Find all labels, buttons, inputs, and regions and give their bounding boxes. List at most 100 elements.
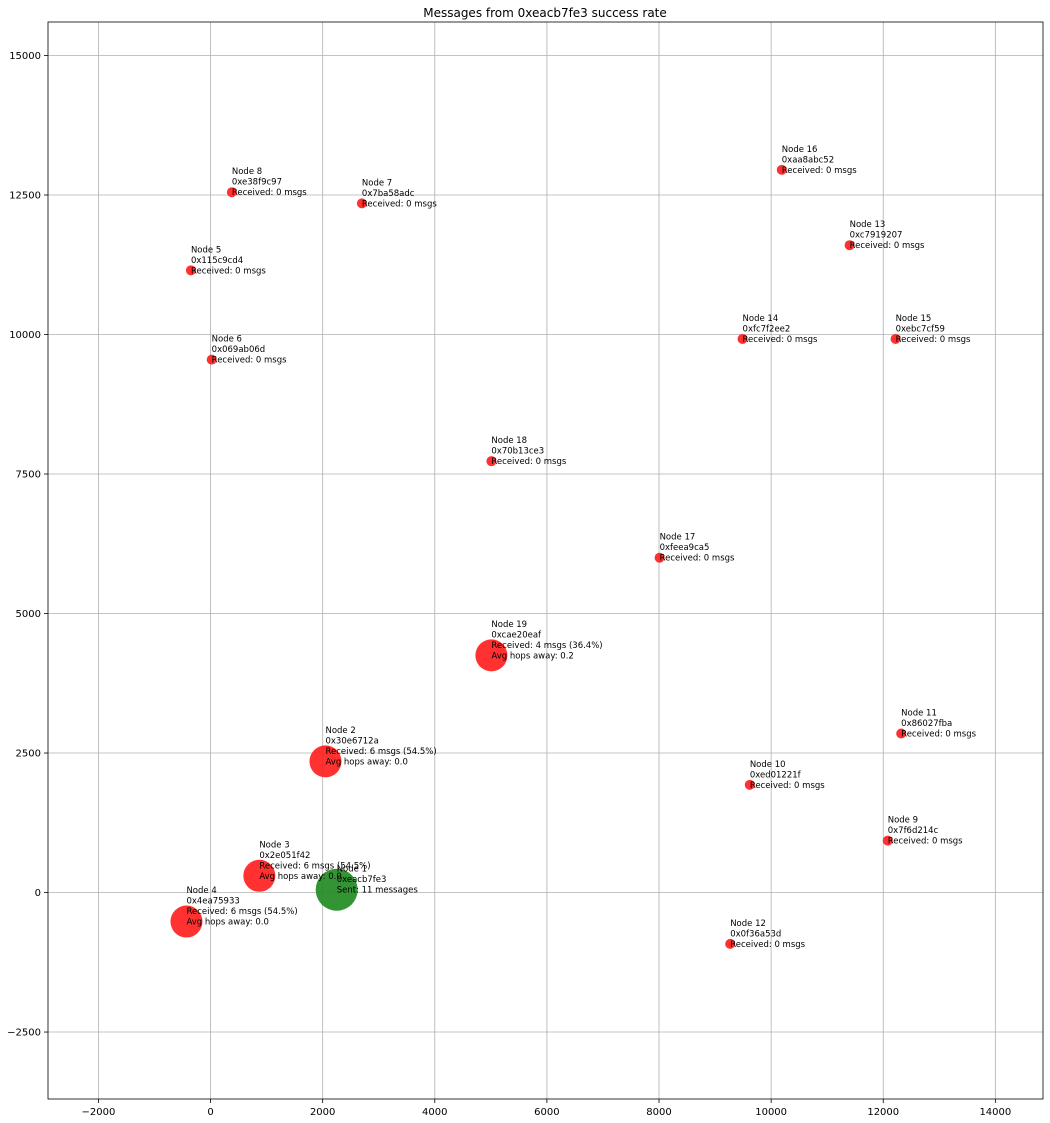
node-label-line: 0xfeea9ca5 [660, 543, 710, 553]
receiver-node-point [475, 639, 508, 672]
y-tick-label: 2500 [16, 749, 41, 760]
node-label-line: Node 13 [850, 220, 886, 230]
node-label-line: Node 14 [743, 314, 779, 324]
sender-node-point [315, 868, 358, 911]
node-label: Node 4 0x4ea75933 Received: 6 msgs (54.5%)… [186, 886, 297, 928]
node-label-line: Received: 0 msgs [743, 335, 818, 345]
node-label: Node 7 0x7ba58adc Received: 0 msgs [362, 178, 437, 209]
node-label-line: Node 17 [660, 533, 696, 543]
node-label-line: Node 8 [232, 167, 262, 177]
node-label-line: Received: 6 msgs (54.5%) [186, 907, 297, 917]
node-label-line: Received: 0 msgs [232, 188, 307, 198]
receiver-node-point [882, 835, 893, 846]
node-label-line: Received: 0 msgs [660, 554, 735, 564]
receiver-node-point [725, 938, 736, 949]
receiver-node-point [243, 859, 276, 892]
receiver-node-point [776, 164, 787, 175]
x-tick-label: −2000 [82, 1107, 116, 1118]
x-tick-label: 2000 [310, 1107, 335, 1118]
node-label-line: Node 7 [362, 178, 392, 188]
node-label: Node 18 0x70b13ce3 Received: 0 msgs [491, 436, 566, 467]
node-label-line: Node 18 [491, 436, 527, 446]
node-label-line: Received: 6 msgs (54.5%) [259, 861, 370, 871]
node-label-line: 0xfc7f2ee2 [743, 324, 791, 334]
node-label-line: 0x7ba58adc [362, 189, 415, 199]
receiver-node-point [896, 728, 907, 739]
node-label: Node 2 0x30e6712a Received: 6 msgs (54.5%)… [325, 726, 436, 768]
node-label: Node 19 0xcae20eaf Received: 4 msgs (36.4%… [491, 620, 602, 662]
node-label: Node 3 0x2e051f42 Received: 6 msgs (54.5%)… [259, 840, 370, 882]
receiver-node-point [185, 265, 196, 276]
node-label: Node 6 0x069ab06d Received: 0 msgs [212, 335, 287, 366]
node-label-line: 0x0f36a53d [730, 929, 781, 939]
node-label-line: Node 9 [888, 816, 918, 826]
node-label-line: Received: 0 msgs [888, 837, 963, 847]
node-label: Node 12 0x0f36a53d Received: 0 msgs [730, 919, 805, 950]
node-label-line: 0x70b13ce3 [491, 447, 544, 457]
receiver-node-point [206, 354, 217, 365]
node-label-line: Node 16 [782, 145, 818, 155]
node-label-line: Received: 0 msgs [850, 241, 925, 251]
chart-title: Messages from 0xeacb7fe3 success rate [423, 6, 667, 20]
node-label-line: Received: 0 msgs [362, 199, 437, 209]
y-tick-label: 10000 [9, 330, 41, 341]
node-label: Node 10 0xed01221f Received: 0 msgs [750, 760, 825, 791]
node-label-line: Node 4 [186, 886, 216, 896]
receiver-node-point [654, 552, 665, 563]
node-label: Node 8 0xe38f9c97 Received: 0 msgs [232, 167, 307, 198]
y-tick-label: 5000 [16, 609, 41, 620]
x-tick-label: 12000 [867, 1107, 899, 1118]
y-tick-label: 7500 [16, 470, 41, 481]
node-label-line: 0xed01221f [750, 770, 802, 780]
receiver-node-point [744, 779, 755, 790]
node-label-line: Node 5 [191, 245, 221, 255]
node-label-line: 0x7f6d214c [888, 826, 939, 836]
node-label-line: 0x069ab06d [212, 345, 265, 355]
node-label: Node 9 0x7f6d214c Received: 0 msgs [888, 816, 963, 847]
x-axis: −2000 0 2000 4000 6000 8000 10000 12000 14000 [82, 1099, 1011, 1118]
node-label-line: 0x4ea75933 [186, 897, 239, 907]
node-label-line: Received: 0 msgs [730, 940, 805, 950]
receiver-node-point [737, 333, 748, 344]
node-label-line: 0x30e6712a [325, 736, 378, 746]
x-tick-label: 4000 [422, 1107, 447, 1118]
node-label-line: Node 15 [896, 314, 932, 324]
node-label-line: Sent: 11 messages [337, 886, 419, 896]
node-label-line: Node 10 [750, 760, 786, 770]
node-label-line: Received: 0 msgs [750, 781, 825, 791]
node-label-line: Avg hops away: 0.0 [186, 918, 268, 928]
node-label: Node 15 0xebc7cf59 Received: 0 msgs [896, 314, 971, 345]
y-tick-label: −2500 [7, 1028, 41, 1039]
node-label-line: Node 12 [730, 919, 766, 929]
x-tick-label: 14000 [979, 1107, 1011, 1118]
node-label-line: 0xaa8abc52 [782, 155, 834, 165]
node-label: Node 14 0xfc7f2ee2 Received: 0 msgs [743, 314, 818, 345]
node-label-line: Received: 0 msgs [191, 266, 266, 276]
node-label-line: Avg hops away: 0.0 [325, 757, 407, 767]
node-label-line: Avg hops away: 0.0 [259, 872, 341, 882]
grid [48, 22, 1043, 1099]
node-label-line: Received: 0 msgs [782, 166, 857, 176]
node-label-line: Received: 0 msgs [212, 356, 287, 366]
node-label-line: 0xebc7cf59 [896, 324, 945, 334]
node-label-line: 0xcae20eaf [491, 630, 542, 640]
node-label: Node 13 0xc7919207 Received: 0 msgs [850, 220, 925, 251]
receiver-node-point [890, 333, 901, 344]
x-tick-label: 6000 [534, 1107, 559, 1118]
node-label-line: Received: 0 msgs [491, 457, 566, 467]
node-label-line: Node 11 [901, 708, 937, 718]
receiver-node-point [226, 187, 237, 198]
y-axis: −2500 0 2500 5000 7500 10000 12500 15000 [7, 51, 48, 1039]
node-label-line: Received: 4 msgs (36.4%) [491, 641, 602, 651]
node-label-line: 0x2e051f42 [259, 851, 310, 861]
y-tick-label: 15000 [9, 51, 41, 62]
node-label: Node 11 0x86027fba Received: 0 msgs [901, 708, 976, 739]
node-label-line: 0x115c9cd4 [191, 256, 243, 266]
plot-frame [47, 21, 1044, 1100]
node-label-line: 0xe38f9c97 [232, 178, 282, 188]
node-label-line: Avg hops away: 0.2 [491, 651, 573, 661]
node-label-line: Node 1 [337, 865, 367, 875]
node-label: Node 17 0xfeea9ca5 Received: 0 msgs [660, 533, 735, 564]
